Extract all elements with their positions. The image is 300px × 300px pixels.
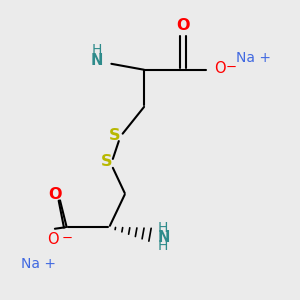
Text: H: H [158, 239, 168, 253]
Text: Na +: Na + [236, 51, 271, 65]
Text: N: N [158, 230, 170, 245]
Text: O: O [48, 187, 61, 202]
Text: H: H [158, 221, 168, 235]
Text: O: O [176, 18, 189, 33]
Text: Na +: Na + [21, 257, 56, 272]
Text: N: N [90, 53, 103, 68]
Text: S: S [109, 128, 121, 142]
Text: −: − [226, 61, 237, 74]
Text: H: H [91, 44, 102, 57]
Text: O: O [214, 61, 226, 76]
Text: S: S [101, 154, 113, 169]
Text: O: O [48, 232, 59, 247]
Text: −: − [61, 232, 73, 245]
